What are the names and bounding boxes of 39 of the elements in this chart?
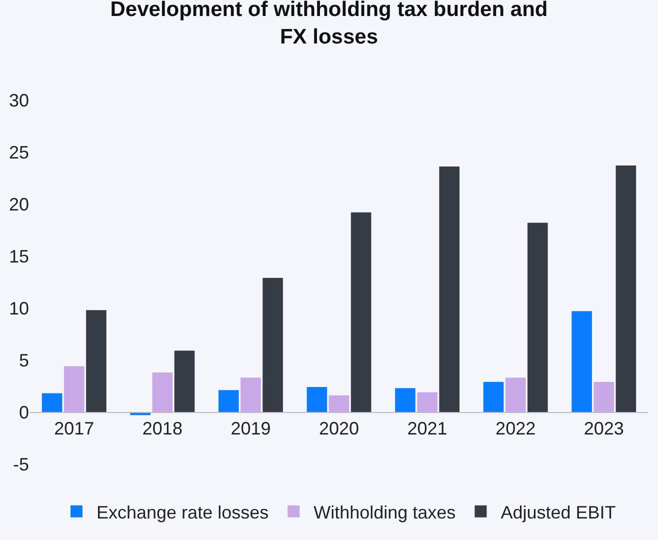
bar: [328, 395, 350, 412]
bar: [417, 392, 438, 412]
bar: [306, 387, 328, 412]
bar: [42, 393, 62, 412]
y-tick-label: 20: [8, 194, 29, 214]
y-tick-label: 10: [8, 298, 29, 318]
chart-title: Development of withholding tax burden and FX losses: [110, 0, 548, 48]
bar: [616, 166, 636, 412]
bar: [594, 382, 614, 412]
bar: [572, 311, 592, 412]
x-tick-label: 2021: [407, 418, 448, 439]
y-tick-label: 25: [8, 142, 29, 162]
bar: [395, 388, 416, 412]
y-tick-label: 15: [8, 246, 29, 266]
bar: [218, 390, 239, 412]
bar: [439, 166, 460, 412]
bar: [240, 378, 261, 412]
y-tick-label: 5: [18, 350, 29, 370]
bar: [527, 222, 548, 412]
bar: [505, 378, 526, 412]
x-tick-label: 2023: [584, 418, 624, 439]
legend-label: Exchange rate losses: [96, 502, 269, 522]
y-tick-label: 30: [8, 90, 29, 110]
bar: [86, 310, 106, 412]
x-tick-label: 2022: [496, 418, 536, 439]
bar: [64, 366, 84, 412]
bar: [483, 382, 504, 412]
bar: [262, 278, 283, 412]
legend-label: Adjusted EBIT: [500, 502, 616, 522]
y-tick-label: -5: [12, 454, 29, 474]
y-tick-label: 0: [18, 402, 29, 422]
x-tick-label: 2019: [230, 418, 271, 439]
bar: [174, 350, 195, 412]
legend-label: Withholding taxes: [314, 502, 456, 522]
x-tick-label: 2018: [142, 418, 182, 439]
x-tick-label: 2017: [54, 418, 94, 439]
bar: [152, 372, 173, 412]
bar: [350, 212, 372, 412]
x-tick-label: 2020: [318, 418, 360, 439]
